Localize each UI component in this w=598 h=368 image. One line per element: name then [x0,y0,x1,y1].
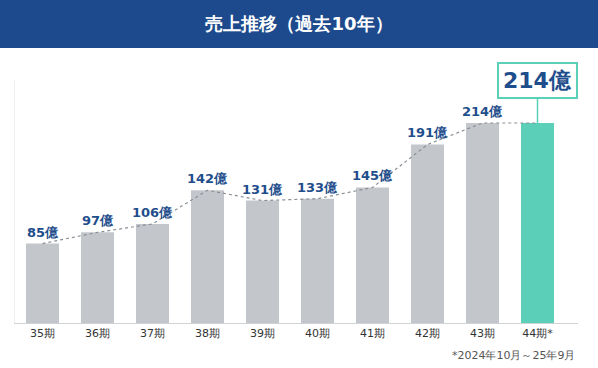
svg-text:*2024年10月～25年9月: *2024年10月～25年9月 [452,349,576,362]
svg-text:145億: 145億 [352,168,393,183]
svg-text:37期: 37期 [140,327,165,340]
svg-text:41期: 41期 [360,327,385,340]
svg-text:214億: 214億 [503,68,572,93]
svg-text:142億: 142億 [187,171,228,186]
svg-text:35期: 35期 [30,327,55,340]
svg-text:131億: 131億 [242,182,283,197]
svg-text:38期: 38期 [195,327,220,340]
svg-text:97億: 97億 [82,213,114,228]
svg-text:191億: 191億 [407,125,448,140]
svg-text:85億: 85億 [27,225,59,240]
svg-text:133億: 133億 [297,180,338,195]
svg-text:売上推移（過去10年）: 売上推移（過去10年） [205,13,392,34]
svg-text:214億: 214億 [462,104,503,119]
svg-text:44期*: 44期* [522,327,553,340]
svg-text:42期: 42期 [415,327,440,340]
svg-text:39期: 39期 [250,327,275,340]
svg-text:43期: 43期 [470,327,495,340]
svg-text:40期: 40期 [305,327,330,340]
svg-text:36期: 36期 [85,327,110,340]
svg-text:106億: 106億 [132,205,173,220]
